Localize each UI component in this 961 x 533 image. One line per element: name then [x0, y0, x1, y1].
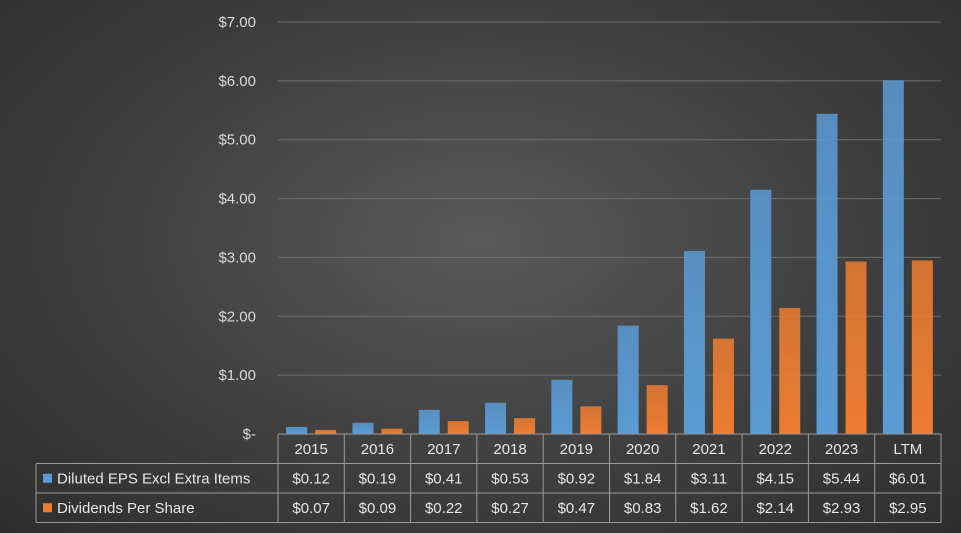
dividend-bar [580, 406, 602, 434]
bars [286, 80, 933, 435]
eps-bar [683, 250, 705, 434]
data-label: $0.07 [292, 500, 330, 517]
data-label: $0.83 [624, 500, 662, 517]
eps-bar [882, 80, 904, 435]
data-label: $6.01 [889, 470, 927, 487]
eps-bar [352, 422, 374, 434]
data-label: $0.41 [425, 470, 463, 487]
series-name: Dividends Per Share [57, 500, 195, 517]
y-axis-ticks: $- $1.00 $2.00 $3.00 $4.00 $5.00 $6.00 $7.00 [218, 14, 256, 443]
dividend-bar [845, 261, 867, 434]
gridlines [278, 21, 941, 376]
data-label: $1.62 [690, 500, 728, 517]
data-label: $3.11 [691, 470, 727, 487]
category-label: 2019 [560, 441, 593, 458]
dividend-bar [447, 421, 469, 434]
legend-key-dividends [43, 503, 52, 513]
data-label: $1.84 [624, 470, 662, 487]
data-label: $0.27 [491, 500, 529, 517]
data-label: $0.22 [425, 500, 463, 517]
data-label: $4.15 [756, 470, 794, 487]
y-tick-label: $6.00 [218, 73, 256, 90]
eps-bar [617, 325, 639, 434]
data-label: $2.93 [823, 500, 861, 517]
dividend-bar [911, 260, 933, 434]
eps-bar [286, 426, 308, 434]
legend-key-eps [43, 473, 52, 483]
category-label: 2022 [759, 441, 792, 458]
y-tick-label: $2.00 [218, 308, 256, 325]
eps-bar [485, 402, 507, 434]
y-tick-label: $3.00 [218, 249, 256, 266]
data-label: $0.53 [491, 470, 529, 487]
dividend-bar [514, 418, 536, 434]
dividend-bar [646, 385, 668, 434]
data-table: 2015 2016 2017 2018 2019 2020 2021 2022 2023 LTM D… [35, 433, 942, 523]
data-label: $0.92 [558, 470, 596, 487]
eps-bar [750, 189, 772, 434]
data-label: $0.19 [359, 470, 397, 487]
category-label: 2018 [493, 441, 526, 458]
category-label: 2023 [825, 441, 858, 458]
category-label: 2015 [294, 441, 327, 458]
data-label: $2.14 [756, 500, 794, 517]
y-tick-label: $4.00 [218, 191, 256, 208]
category-label: LTM [893, 441, 922, 458]
data-label: $0.09 [359, 500, 397, 517]
category-label: 2020 [626, 441, 659, 458]
data-label: $5.44 [823, 470, 861, 487]
y-tick-label: $- [243, 426, 256, 443]
y-tick-label: $5.00 [218, 132, 256, 149]
data-label: $2.95 [889, 500, 927, 517]
category-label: 2017 [427, 441, 460, 458]
eps-bar [418, 409, 440, 434]
dividend-bar [315, 429, 337, 434]
eps-bar [551, 379, 573, 434]
category-label: 2021 [692, 441, 725, 458]
eps-bar [816, 113, 838, 435]
category-label: 2016 [361, 441, 394, 458]
y-tick-label: $1.00 [218, 367, 256, 384]
dividend-bar [381, 428, 403, 434]
dividend-bar [779, 308, 801, 434]
series-name: Diluted EPS Excl Extra Items [57, 470, 250, 487]
data-label: $0.47 [558, 500, 596, 517]
dividend-bar [712, 338, 734, 434]
data-label: $0.12 [292, 470, 330, 487]
y-tick-label: $7.00 [218, 14, 256, 31]
